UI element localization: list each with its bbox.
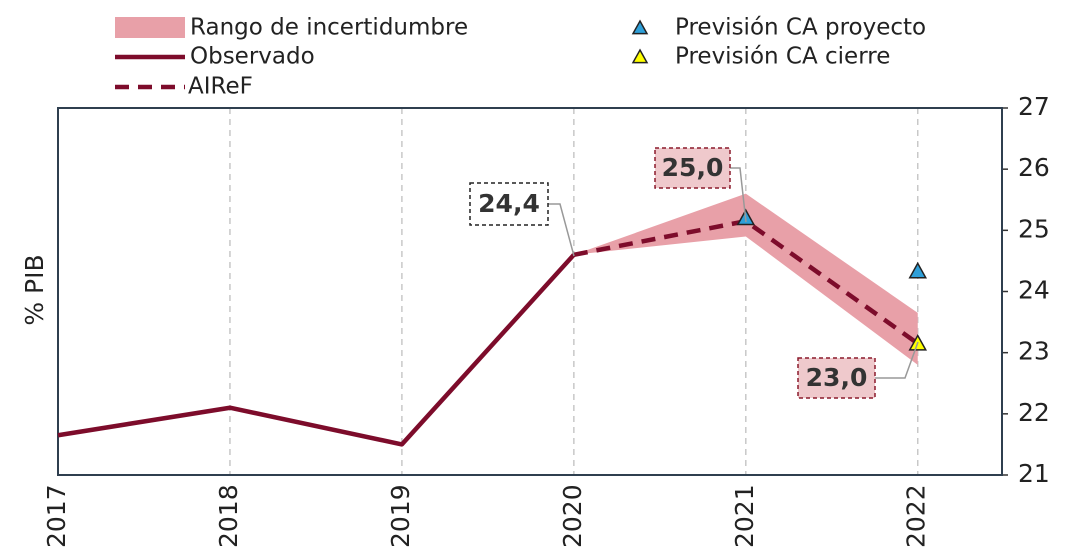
leader-line	[875, 341, 919, 379]
leader-line	[730, 167, 747, 223]
uncertainty-band	[573, 193, 918, 365]
y-axis-label: % PIB	[20, 254, 49, 325]
plot-frame	[57, 107, 1003, 476]
annotation-box	[654, 147, 731, 189]
legend-label: AIReF	[188, 74, 253, 100]
annotation: 25,0	[662, 153, 724, 182]
legend-label: Rango de incertidumbre	[190, 15, 468, 41]
y-tick-label: 22	[1018, 398, 1050, 427]
legend-swatch	[631, 48, 649, 64]
series-line	[57, 253, 576, 447]
y-tick-label: 25	[1018, 214, 1050, 243]
marker	[908, 261, 928, 279]
series-line	[573, 218, 920, 346]
x-tick-label: 2021	[730, 484, 759, 548]
legend-label: Observado	[190, 44, 315, 70]
leader-line	[548, 203, 575, 257]
y-tick-label: 27	[1018, 92, 1050, 121]
legend-swatch	[631, 19, 649, 35]
x-tick-label: 2020	[558, 484, 587, 548]
y-tick-label: 26	[1018, 153, 1050, 182]
y-tick-label: 23	[1018, 337, 1050, 366]
annotation: 24,4	[478, 189, 540, 218]
annotation: 23,0	[806, 363, 868, 392]
legend-label: Previsión CA cierre	[675, 44, 890, 70]
annotation-box	[797, 357, 876, 399]
legend-label: Previsión CA proyecto	[675, 15, 926, 41]
x-tick-label: 2017	[42, 484, 71, 548]
y-tick-label: 24	[1018, 276, 1050, 305]
legend-swatch	[115, 17, 185, 38]
x-tick-label: 2018	[214, 484, 243, 548]
x-tick-label: 2022	[902, 484, 931, 548]
y-tick-label: 21	[1018, 459, 1050, 488]
x-tick-label: 2019	[386, 484, 415, 548]
annotation-box	[469, 182, 549, 226]
